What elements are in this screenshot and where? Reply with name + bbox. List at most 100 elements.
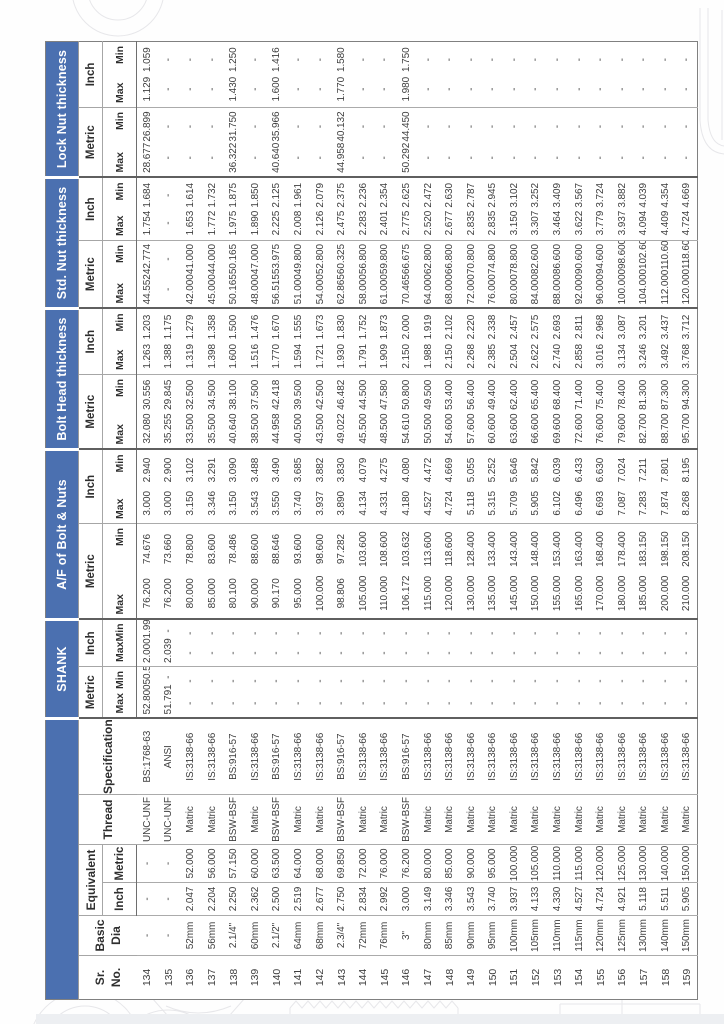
cell-af_i: 7.087 7.024 <box>611 449 634 524</box>
cell-ln_i: 1.980 1.750 <box>395 41 418 108</box>
cell-sn_m: 54.000 52.800 <box>309 240 331 309</box>
cell-bh_m: 54.600 53.400 <box>438 374 461 450</box>
cell-af_m: 106.172 103.632 <box>395 523 418 620</box>
record-row: 134- - - UNC-UNF BS:1768-63 52.800 50.546 2.000… <box>136 41 159 999</box>
cell-ln_i: -- <box>611 41 634 108</box>
cell-ln_i: -- <box>201 41 223 108</box>
cell-eq_metric: 125.000 <box>611 844 634 883</box>
cell-af_m: 165.000 163.400 <box>568 523 590 620</box>
cell-ln_i: -- <box>546 41 569 108</box>
cell-eq_metric: 64.000 <box>287 844 310 883</box>
cell-af_m: 110.000 108.600 <box>374 523 396 620</box>
cell-eq_inch: 3.346 <box>438 882 461 916</box>
cell-thread: Matric <box>525 794 547 845</box>
cell-bh_i: 1.594 1.555 <box>287 308 310 375</box>
cell-ln_m: -- <box>503 107 526 178</box>
cell-bh_m: 40.500 39.500 <box>287 374 310 450</box>
cell-shank_m: -- <box>611 666 634 719</box>
group-header-std-nut-thickness: Std. Nut thickness <box>45 177 79 309</box>
cell-spec: IS:3138-66 <box>676 718 698 795</box>
cell-af_m: 90.170 88.646 <box>266 523 288 620</box>
cell-af_m: 210.000 208.150 <box>676 523 698 620</box>
cell-eq_metric: - <box>136 844 159 883</box>
cell-spec: IS:3138-66 <box>482 718 504 795</box>
cell-bh_m: 40.640 38.100 <box>222 374 245 450</box>
subheader-bh-metric: Metric <box>78 374 103 450</box>
cell-spec: BS:916-57 <box>222 718 245 795</box>
cell-eq_inch: 3.543 <box>460 882 482 916</box>
cell-spec: IS:3138-66 <box>633 718 655 795</box>
cell-bh_m: 60.600 49.400 <box>482 374 504 450</box>
cell-thread: Matric <box>546 794 569 845</box>
cell-dia: 68mm <box>309 915 331 956</box>
cell-thread: UNC-UNF <box>158 794 180 845</box>
cell-sr: 139 <box>249 968 262 987</box>
cell-thread: Matric <box>654 794 677 845</box>
subheader-af-inch: Inch <box>78 449 103 524</box>
cell-sn_i: 1.772 1.732 <box>201 177 223 241</box>
record-row: 148 85mm 3.346 85.000 Matric IS:3138-66- - - -12… <box>438 41 461 999</box>
cell-af_m: 145.000 143.400 <box>503 523 526 620</box>
cell-af_i: 5.315 5.252 <box>482 449 504 524</box>
cell-bh_i: 1.388 1.175 <box>158 308 180 375</box>
cell-af_i: 3.937 3.882 <box>309 449 331 524</box>
cell-sr: 147 <box>422 968 435 987</box>
cell-bh_i: 1.319 1.279 <box>179 308 202 375</box>
cell-ln_i: -- <box>503 41 526 108</box>
cell-shank_i: -- <box>438 619 461 667</box>
cell-sn_m: 64.000 62.800 <box>417 240 439 309</box>
cell-thread: Matric <box>374 794 396 845</box>
cell-shank_m: -- <box>266 666 288 719</box>
pipe-outline <box>699 8 724 155</box>
cell-eq_inch: 2.519 <box>287 882 310 916</box>
cell-bh_m: 95.700 94.300 <box>676 374 698 450</box>
cell-sn_i: 2.225 2.125 <box>266 177 288 241</box>
record-row: 146 3" 3.000 76.200 BSW-BSF BS:916-57- - - -106.… <box>395 41 418 999</box>
record-row: 159 150mm 5.905 150.000 Matric IS:3138-66- - - -… <box>676 41 698 999</box>
cell-sr: 153 <box>551 968 564 987</box>
cell-dia: 115mm <box>568 915 590 956</box>
cell-bh_i: 1.909 1.873 <box>374 308 396 375</box>
cell-dia: 120mm <box>589 915 612 956</box>
cell-ln_i: -- <box>589 41 612 108</box>
cell-spec: IS:3138-66 <box>287 718 310 795</box>
record-row: 147 80mm 3.149 80.000 Matric IS:3138-66- - - -11… <box>417 41 439 999</box>
maxmin-sn-inch: Max Min <box>102 177 137 241</box>
record-row: 136 52mm 2.047 52.000 Matric IS:3138-66- - - -80… <box>179 41 202 999</box>
cell-af_i: 4.527 4.472 <box>417 449 439 524</box>
cell-ln_i: 1.770 1.580 <box>330 41 353 108</box>
cell-sn_m: 92.000 90.600 <box>568 240 590 309</box>
cell-bh_i: 1.263 1.203 <box>136 308 159 375</box>
cell-shank_m: -- <box>460 666 482 719</box>
cell-shank_i: -- <box>633 619 655 667</box>
cell-ln_m: -- <box>438 107 461 178</box>
cell-eq_inch: 5.118 <box>633 882 655 916</box>
cell-sn_m: 48.000 47.000 <box>244 240 267 309</box>
cell-eq_metric: 52.000 <box>179 844 202 883</box>
cell-af_i: 3.346 3.291 <box>201 449 223 524</box>
cell-dia: - <box>136 915 159 956</box>
cell-sr: 146 <box>400 968 413 987</box>
cell-eq_metric: 140.000 <box>654 844 677 883</box>
cell-shank_m: -- <box>244 666 267 719</box>
cell-af_i: 7.874 7.801 <box>654 449 677 524</box>
cell-thread: BSW-BSF <box>395 794 418 845</box>
cell-eq_inch: 3.149 <box>417 882 439 916</box>
cell-sn_i: 3.150 3.102 <box>503 177 526 241</box>
record-row: 143 2.3/4" 2.750 69.850 BSW-BSF BS:916-57- - - -… <box>330 41 353 999</box>
cell-af_i: 4.134 4.079 <box>352 449 375 524</box>
cell-ln_i: -- <box>179 41 202 108</box>
cell-spec: IS:3138-66 <box>179 718 202 795</box>
cell-dia: 60mm <box>244 915 267 956</box>
cell-dia: 3" <box>395 915 418 956</box>
cell-bh_m: 63.600 62.400 <box>503 374 526 450</box>
cell-sn_m: 76.000 74.800 <box>482 240 504 309</box>
cell-sn_i: -- <box>158 177 180 241</box>
cell-eq_metric: 110.000 <box>546 844 569 883</box>
record-row: 150 95mm 3.740 95.000 Matric IS:3138-66- - - -13… <box>482 41 504 999</box>
cell-eq_inch: 2.677 <box>309 882 331 916</box>
cell-shank_i: -- <box>503 619 526 667</box>
cell-bh_m: 48.500 47.580 <box>374 374 396 450</box>
cell-ln_i: -- <box>633 41 655 108</box>
cell-shank_i: -- <box>222 619 245 667</box>
